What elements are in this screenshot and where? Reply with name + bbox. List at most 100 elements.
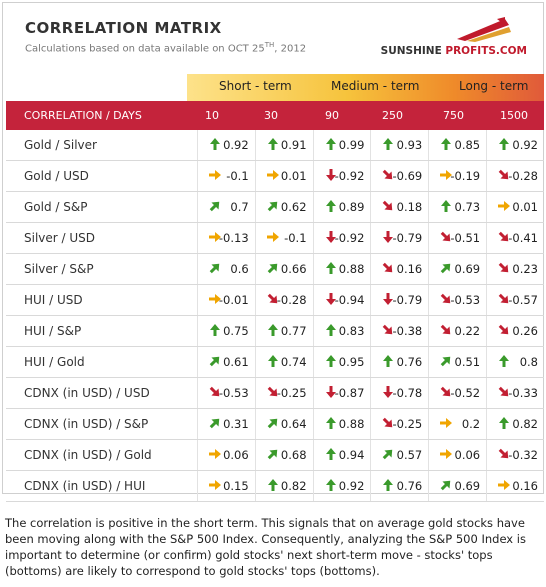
correlation-cell: -0.79 [370, 222, 429, 254]
correlation-cell: -0.19 [428, 160, 487, 192]
correlation-value: -0.13 [218, 231, 249, 245]
arrow-down-icon [325, 386, 336, 398]
pair-label: CDNX (in USD) / S&P [6, 408, 198, 440]
arrow-up-icon [325, 479, 336, 491]
arrow-down-right-icon [498, 448, 509, 459]
correlation-value: -0.51 [450, 231, 481, 245]
header-day-1500: 1500 [500, 109, 528, 122]
arrow-down-right-icon [498, 169, 509, 180]
correlation-value: -0.53 [450, 293, 481, 307]
correlation-value: 0.85 [454, 138, 481, 152]
arrow-down-right-icon [383, 262, 393, 273]
arrow-down-right-icon [498, 293, 509, 304]
arrow-down-right-icon [383, 417, 393, 428]
correlation-cell: 0.69 [428, 253, 487, 285]
correlation-cell: 0.88 [312, 253, 371, 285]
correlation-cell: -0.94 [312, 284, 371, 316]
correlation-value: -0.57 [508, 293, 538, 307]
arrow-down-right-icon [267, 293, 277, 304]
correlation-cell: 0.18 [370, 191, 429, 223]
arrow-down-right-icon [440, 386, 451, 397]
correlation-cell: 0.85 [428, 130, 487, 161]
table-row: CDNX (in USD) / USD -0.53 -0.25 -0.87 -0.78 -… [6, 377, 544, 409]
correlation-cell: -0.32 [486, 439, 544, 471]
correlation-cell: 0.88 [312, 408, 371, 440]
arrow-down-icon [325, 293, 336, 305]
header-day-10: 10 [205, 109, 219, 122]
header-day-750: 750 [443, 109, 464, 122]
arrow-right-icon [498, 480, 511, 490]
arrow-up-icon [325, 324, 336, 336]
table-row: Silver / USD -0.13 -0.1 -0.92 -0.79 -0.51 -0.4… [6, 222, 544, 254]
arrow-right-icon [440, 170, 453, 180]
correlation-value: 0.92 [223, 138, 249, 152]
correlation-value: 0.89 [338, 200, 365, 214]
correlation-cell: 0.73 [428, 191, 487, 223]
arrow-up-right-icon [209, 356, 220, 367]
correlation-cell: 0.99 [312, 130, 371, 161]
correlation-value: 0.51 [454, 355, 481, 369]
correlation-value: 0.16 [396, 262, 423, 276]
correlation-value: -0.41 [508, 231, 538, 245]
correlation-cell: -0.13 [196, 222, 256, 254]
correlation-value: 0.64 [280, 417, 307, 431]
correlation-cell: -0.52 [428, 377, 487, 409]
arrow-right-icon [208, 232, 221, 242]
correlation-cell: -0.92 [312, 222, 371, 254]
correlation-cell: -0.53 [428, 284, 487, 316]
correlation-cell: -0.79 [370, 284, 429, 316]
arrow-up-icon [325, 200, 336, 212]
correlation-value: 0.7 [230, 200, 249, 214]
arrow-up-right-icon [440, 356, 451, 367]
term-bands: Short - term Medium - term Long - term [187, 74, 544, 101]
correlation-cell: 0.76 [370, 346, 429, 378]
correlation-value: -0.52 [450, 386, 481, 400]
arrow-down-icon [325, 169, 336, 181]
correlation-cell: 0.64 [254, 408, 314, 440]
correlation-value: 0.6 [230, 262, 249, 276]
correlation-cell: 0.69 [428, 470, 487, 502]
correlation-value: -0.28 [276, 293, 307, 307]
correlation-cell: 0.6 [196, 253, 256, 285]
correlation-value: -0.92 [334, 231, 365, 245]
correlation-cell: 0.2 [428, 408, 487, 440]
correlation-value: 0.69 [454, 479, 481, 493]
correlation-value: 0.69 [454, 262, 481, 276]
correlation-cell: 0.76 [370, 470, 429, 502]
correlation-cell: 0.66 [254, 253, 314, 285]
header-day-250: 250 [382, 109, 403, 122]
pair-label: HUI / S&P [6, 315, 198, 347]
correlation-value: 0.22 [454, 324, 481, 338]
table-row: Gold / S&P 0.7 0.62 0.89 0.18 0.73 0.01 [6, 191, 544, 223]
correlation-cell: -0.1 [254, 222, 314, 254]
band-medium-term: Medium - term [331, 79, 420, 93]
correlation-cell: -0.41 [486, 222, 544, 254]
correlation-value: -0.33 [508, 386, 538, 400]
correlation-value: 0.93 [396, 138, 423, 152]
table-row: Gold / Silver 0.92 0.91 0.99 0.93 0.85 0.92 [6, 130, 544, 161]
arrow-down-right-icon [440, 231, 451, 242]
correlation-value: 0.62 [280, 200, 307, 214]
correlation-cell: 0.16 [370, 253, 429, 285]
arrow-down-right-icon [383, 169, 393, 180]
arrow-down-right-icon [498, 231, 509, 242]
correlation-value: 0.88 [338, 262, 365, 276]
correlation-value: -0.38 [392, 324, 423, 338]
correlation-value: -0.25 [276, 386, 307, 400]
correlation-cell: 0.89 [312, 191, 371, 223]
correlation-cell: -0.57 [486, 284, 544, 316]
logo-text-part1: SUNSHINE [380, 45, 442, 57]
correlation-value: 0.68 [280, 448, 307, 462]
correlation-cell: 0.92 [312, 470, 371, 502]
arrow-up-right-icon [267, 263, 277, 274]
correlation-value: 0.15 [223, 479, 249, 493]
correlation-value: -0.28 [508, 169, 538, 183]
arrow-down-right-icon [498, 324, 509, 335]
arrow-up-icon [325, 138, 336, 150]
arrow-up-icon [267, 324, 278, 336]
correlation-value: 0.8 [519, 355, 538, 369]
correlation-value: 0.99 [338, 138, 365, 152]
correlation-cell: -0.1 [196, 160, 256, 192]
logo-text-part2: PROFITS.COM [441, 45, 527, 57]
subtitle-prefix: Calculations based on data available on … [25, 43, 265, 55]
